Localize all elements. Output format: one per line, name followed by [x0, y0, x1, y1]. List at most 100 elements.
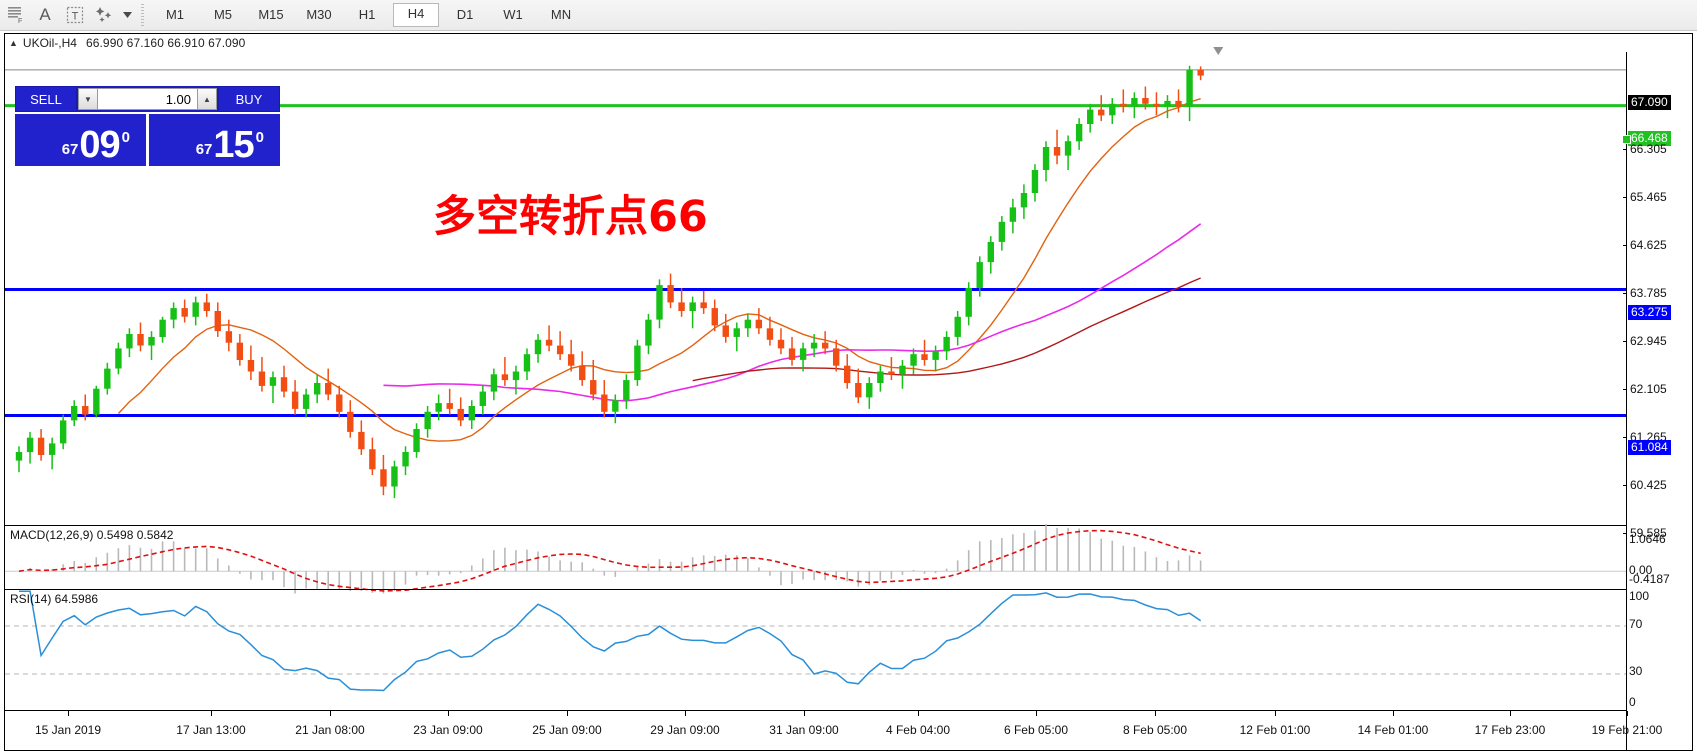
candle-body [402, 452, 409, 467]
time-label: 12 Feb 01:00 [1239, 723, 1311, 737]
volume-increment-button[interactable]: ▲ [197, 88, 217, 110]
candle-body [921, 354, 928, 360]
indicator-scale-label: 0,00 [1629, 563, 1653, 577]
timeframe-mn[interactable]: MN [550, 7, 572, 22]
bid-price-quote[interactable]: 67 09 0 [15, 114, 146, 166]
price-label: 62.945 [1630, 334, 1667, 348]
candle-body [280, 377, 288, 392]
indicator-scale-label: 30 [1629, 664, 1643, 678]
one-click-trading-panel[interactable]: SELL ▼ 1.00 ▲ BUY 67 09 0 67 15 0 [15, 86, 280, 166]
time-label: 4 Feb 04:00 [885, 723, 951, 737]
price-scale[interactable]: 67.090 66.468 66.305 65.465 64.625 63.785 63.2… [1622, 52, 1692, 750]
price-label: 66.468 [1628, 131, 1671, 146]
candle-body [181, 308, 188, 317]
candle-body [766, 328, 774, 340]
price-label: 63.785 [1630, 286, 1667, 300]
volume-input[interactable]: 1.00 [98, 88, 197, 110]
buy-button[interactable]: BUY [218, 86, 280, 112]
candle-body [457, 408, 464, 421]
candle-body [336, 394, 343, 412]
candle-body [534, 339, 542, 355]
volume-decrement-button[interactable]: ▼ [78, 88, 98, 110]
candle-body [799, 348, 807, 360]
price-pane[interactable] [5, 47, 1626, 524]
time-label: 14 Feb 01:00 [1357, 723, 1429, 737]
candle-body [612, 400, 619, 412]
candle-body [1109, 103, 1116, 116]
timeframe-m15[interactable]: M15 [258, 7, 284, 22]
price-tick [1623, 197, 1627, 198]
macd-canvas [5, 524, 1626, 594]
candle-body [1197, 69, 1204, 76]
macd-label: MACD(12,26,9) 0.5498 0.5842 [10, 528, 174, 542]
objects-icon[interactable] [90, 2, 120, 28]
time-tick [685, 711, 686, 716]
candle-body [590, 380, 597, 395]
grid-f-icon[interactable]: F [0, 2, 30, 28]
candle-body [490, 374, 498, 392]
trade-panel-quotes-row: 67 09 0 67 15 0 [15, 114, 280, 166]
time-label: 17 Feb 23:00 [1474, 723, 1546, 737]
candle-body [93, 388, 100, 415]
price-tick [1623, 389, 1627, 390]
bid-price-pips: 09 [79, 124, 120, 166]
indicator-scale-label: 0 [1629, 695, 1636, 709]
candle-body [291, 391, 299, 409]
candle-body [1186, 69, 1193, 107]
timeframe-m5[interactable]: M5 [213, 7, 233, 22]
time-label: 6 Feb 05:00 [1003, 723, 1069, 737]
candle-body [1009, 207, 1017, 222]
candle-body [1164, 100, 1171, 107]
timeframe-m1[interactable]: M1 [165, 7, 185, 22]
price-tick [1623, 533, 1627, 534]
candle-body [37, 437, 45, 455]
candle-body [556, 345, 564, 355]
indicator-scale-label: 70 [1629, 617, 1643, 631]
candle-body [755, 319, 763, 329]
candle-body [645, 319, 652, 346]
timeframe-h1[interactable]: H1 [358, 7, 376, 22]
chevron-down-icon[interactable] [120, 2, 134, 28]
candle-body [523, 354, 531, 372]
volume-stepper[interactable]: ▼ 1.00 ▲ [77, 86, 218, 112]
bid-price-fraction: 0 [121, 129, 130, 146]
candle-body [866, 383, 873, 398]
text-a-icon[interactable]: A [30, 2, 60, 28]
timeframe-d1[interactable]: D1 [456, 7, 474, 22]
rsi-pane[interactable]: RSI(14) 64.5986 [5, 589, 1626, 710]
candle-body [1042, 147, 1050, 170]
ask-price-quote[interactable]: 67 15 0 [149, 114, 280, 166]
candle-body [137, 334, 144, 346]
time-tick [918, 711, 919, 716]
candle-body [82, 406, 89, 415]
candle-body [236, 342, 244, 360]
timeframe-m30[interactable]: M30 [306, 7, 332, 22]
macd-pane[interactable]: MACD(12,26,9) 0.5498 0.5842 [5, 524, 1626, 594]
candle-body [1031, 170, 1039, 193]
candle-body [821, 342, 829, 349]
candle-body [634, 345, 641, 381]
cursor-marker-icon [1213, 47, 1224, 55]
time-tick [68, 711, 69, 716]
text-label-icon[interactable]: T [60, 2, 90, 28]
timeframe-h4[interactable]: H4 [393, 3, 439, 27]
price-label: 67.090 [1628, 95, 1671, 110]
time-tick [1627, 711, 1628, 716]
time-tick [1510, 711, 1511, 716]
sell-button[interactable]: SELL [15, 86, 77, 112]
price-level-handle[interactable] [1622, 135, 1631, 144]
candle-body [656, 285, 663, 320]
chart-annotation-text: 多空转折点66 [433, 192, 708, 242]
candle-body [225, 331, 233, 343]
candle-body [965, 288, 972, 317]
timeframe-w1[interactable]: W1 [503, 7, 523, 22]
collapse-triangle-icon[interactable]: ▲ [9, 38, 18, 48]
candle-body [788, 348, 796, 360]
moving-average-line [117, 98, 1201, 442]
time-tick [567, 711, 568, 716]
candle-body [391, 466, 398, 487]
candle-body [126, 334, 133, 349]
chart-header: ▲ UKOil-,H4 66.990 67.160 66.910 67.090 [5, 34, 1692, 52]
price-label: 62.105 [1630, 382, 1667, 396]
candle-body [1087, 109, 1094, 124]
